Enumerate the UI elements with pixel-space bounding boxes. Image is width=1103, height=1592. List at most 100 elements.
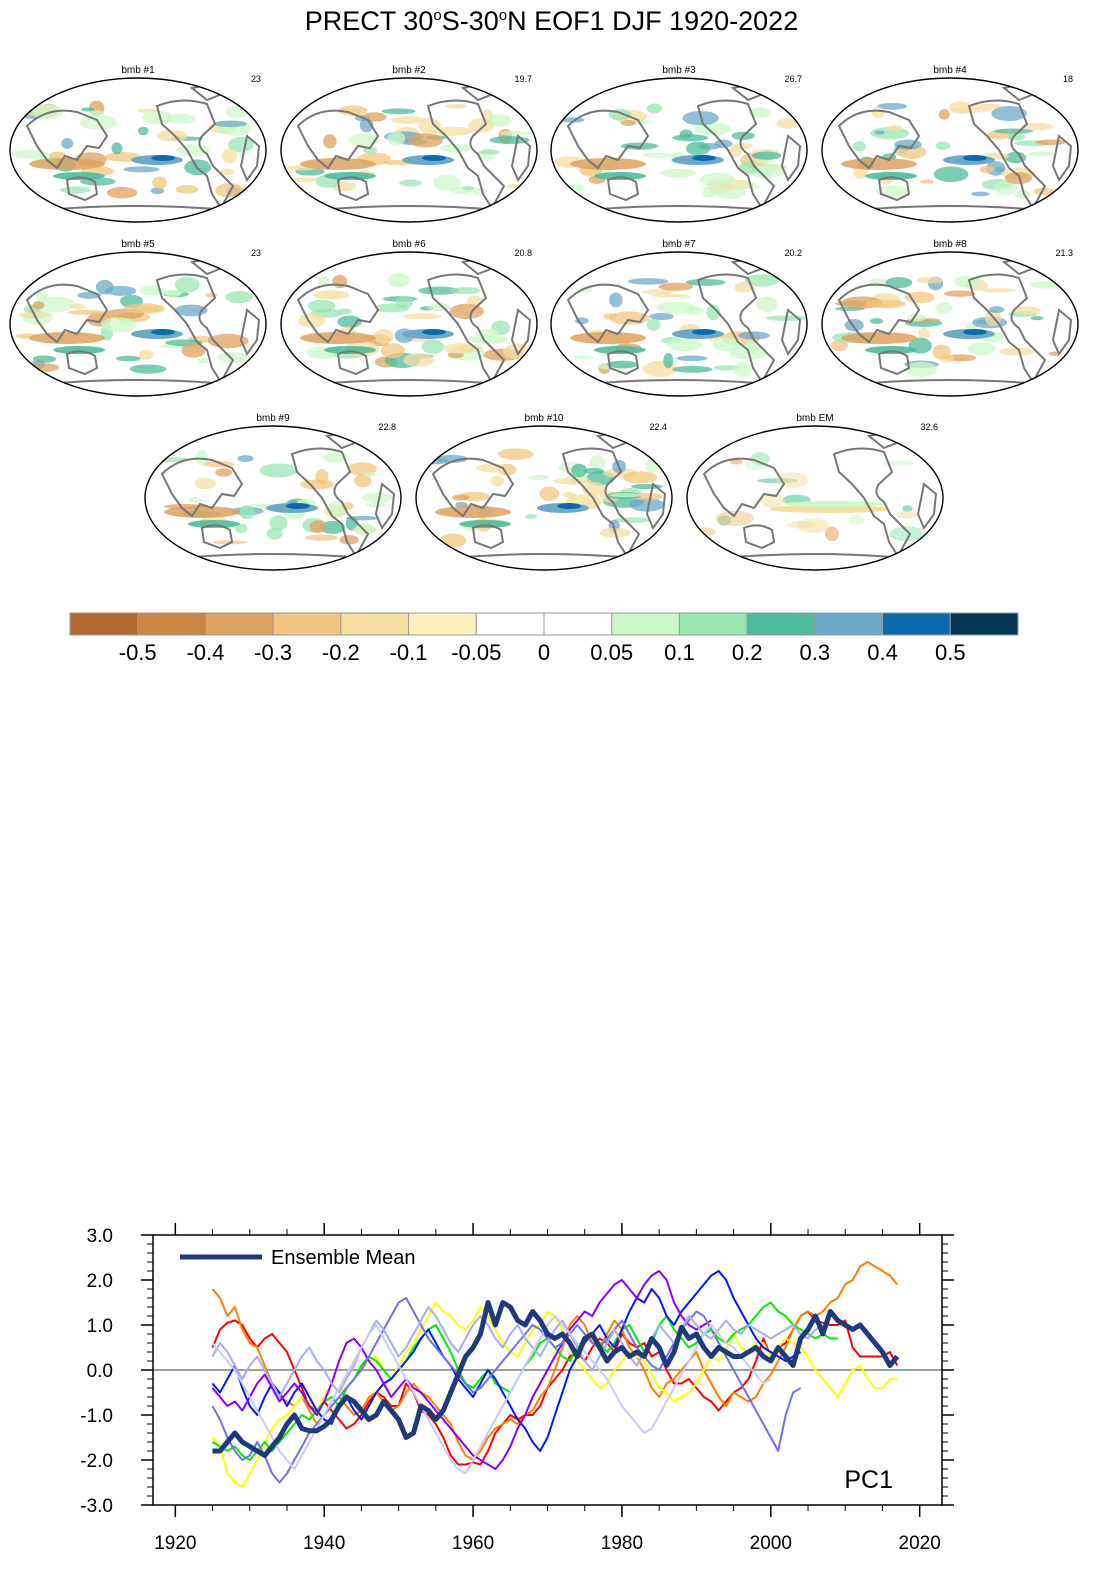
anomaly-patch	[685, 278, 726, 286]
colorbar-box	[340, 612, 410, 636]
colorbar-labels: -0.5 -0.4 -0.3 -0.2 -0.1 -0.05 0 0.05 0.1 0.2 0.3 0…	[0, 640, 1103, 670]
panel-variance-percent: 32.6	[920, 422, 938, 432]
antarctica-outline	[317, 379, 499, 385]
asia-outline	[25, 283, 109, 344]
panel-label: bmb #6	[392, 239, 426, 250]
anomaly-patch	[1021, 122, 1054, 131]
americas-outline	[426, 273, 506, 384]
equatorial-wet-core	[151, 329, 175, 335]
africa-outline	[510, 308, 532, 357]
anomaly-patch	[506, 183, 519, 189]
anomaly-patch	[998, 347, 1035, 356]
maritime-dry-band	[841, 332, 917, 344]
map-panel: bmb #2 19.7	[278, 65, 540, 224]
anomaly-patch	[642, 289, 674, 295]
anomaly-patch	[646, 103, 662, 114]
anomaly-patch	[916, 276, 944, 284]
anomaly-patch	[525, 514, 538, 519]
anomaly-patch	[445, 103, 468, 109]
anomaly-patch	[468, 118, 495, 133]
anomaly-patch	[702, 186, 717, 198]
panel-variance-percent: 23	[250, 74, 261, 84]
anomaly-patch	[373, 328, 394, 344]
colorbar-box	[475, 612, 545, 636]
colorbar-box	[678, 612, 748, 636]
maritime-dry-band	[570, 332, 646, 344]
anomaly-field	[837, 82, 1073, 211]
anomaly-patch	[649, 313, 674, 321]
anomaly-patch	[323, 134, 337, 149]
anomaly-patch	[896, 510, 918, 519]
anomaly-patch	[194, 477, 216, 490]
anomaly-patch	[266, 527, 283, 540]
anomaly-patch	[323, 452, 348, 463]
anomaly-patch	[387, 131, 406, 146]
anomaly-patch	[1033, 187, 1054, 196]
antarctica-outline	[452, 553, 634, 559]
africa-outline	[374, 482, 396, 531]
south-wet-band	[594, 172, 646, 180]
colorbar-box	[204, 612, 274, 636]
anomaly-patch	[713, 365, 740, 371]
anomaly-patch	[589, 455, 606, 470]
maritime-dry-band	[300, 158, 376, 170]
map-panel: bmb EM 32.6	[684, 413, 946, 572]
africa-outline	[239, 134, 261, 183]
anomaly-patch	[994, 166, 1006, 173]
anomaly-patch	[165, 290, 181, 298]
anomaly-patch	[1030, 316, 1044, 321]
colorbar-box	[746, 612, 816, 636]
map-panel: bmb #7 20.2	[548, 239, 810, 398]
anomaly-patch	[312, 290, 350, 300]
anomaly-patch	[432, 174, 462, 191]
map-border	[144, 425, 402, 571]
anomaly-patch	[309, 520, 327, 534]
anomaly-patch	[571, 463, 587, 478]
south-wet-band	[53, 346, 105, 354]
africa-outline	[916, 482, 938, 531]
anomaly-patch	[528, 474, 550, 481]
antarctica-outline	[723, 553, 905, 559]
figure-title: PRECT 30oS-30oN EOF1 DJF 1920-2022	[304, 6, 799, 36]
anomaly-patch	[666, 338, 702, 352]
asia-outline	[296, 283, 380, 344]
anomaly-patch	[713, 186, 746, 199]
colorbar-box	[882, 612, 951, 636]
anomaly-patch	[991, 105, 1027, 122]
maritime-dry-band	[164, 506, 240, 518]
americas-outline	[561, 447, 641, 558]
y-tick-label: 0.0	[87, 1361, 113, 1382]
anomaly-patch	[174, 276, 200, 293]
anomaly-patch	[933, 166, 969, 183]
y-tick-label: -3.0	[80, 1496, 113, 1517]
maritime-dry-band	[841, 158, 917, 170]
africa-outline	[780, 308, 802, 357]
y-tick-label: 3.0	[87, 1226, 113, 1247]
anomaly-patch	[658, 282, 694, 291]
anomaly-patch	[646, 318, 661, 331]
anomaly-patch	[259, 463, 298, 478]
panel-variance-percent: 22.8	[378, 422, 396, 432]
anomaly-patch	[735, 184, 761, 190]
equatorial-wet-core	[557, 503, 581, 509]
panel-label: bmb #7	[662, 239, 696, 250]
anomaly-patch	[729, 459, 743, 465]
anomaly-patch	[70, 303, 86, 310]
anomaly-patch	[181, 343, 206, 358]
anomaly-patch	[338, 105, 368, 116]
x-tick-label: 1980	[601, 1533, 643, 1554]
y-tick-label: -1.0	[80, 1406, 113, 1427]
x-tick-label: 1960	[452, 1533, 494, 1554]
map-panel: bmb #9 22.8	[142, 413, 404, 572]
anomaly-patch	[269, 515, 288, 531]
y-tick-label: 1.0	[87, 1316, 113, 1337]
anomaly-patch	[176, 144, 210, 157]
americas-outline	[290, 447, 370, 558]
anomaly-patch	[609, 493, 642, 498]
anomaly-patch	[627, 278, 669, 285]
colorbar-tick-label: 0.3	[799, 640, 831, 665]
y-tick-label: 2.0	[87, 1271, 113, 1292]
anomaly-patch	[165, 113, 197, 124]
anomaly-patch	[652, 293, 684, 298]
anomaly-patch	[390, 116, 426, 124]
